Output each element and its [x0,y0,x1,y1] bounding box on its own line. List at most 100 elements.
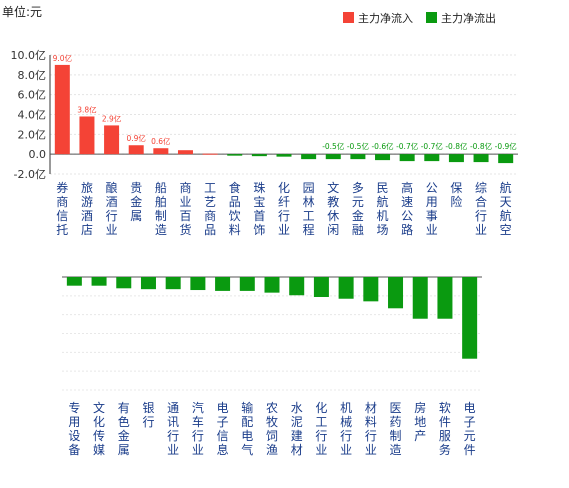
bar[interactable] [325,154,341,160]
y-tick-label: 0.0 [29,148,47,161]
data-label: -0.6亿 [371,141,394,151]
bar[interactable] [375,154,391,161]
bar[interactable] [140,277,156,290]
bar[interactable] [215,277,231,291]
y-tick-label: 10.0亿 [11,49,47,62]
bar[interactable] [276,154,292,157]
x-tick-label: 航天航空 [500,180,512,237]
bar[interactable] [363,277,379,302]
y-tick-label: 2.0亿 [18,128,47,141]
x-tick-label: 汽车行业 [192,400,204,457]
data-label: 0.6亿 [151,136,171,146]
data-label: 9.0亿 [53,53,73,63]
bar[interactable] [313,277,329,297]
x-tick-label: 农牧饲渔 [266,401,278,457]
legend-outflow-label[interactable]: 主力净流出 [441,11,496,25]
x-tick-label: 商业百货 [179,180,191,237]
bar[interactable] [177,150,193,155]
y-tick-label: 8.0亿 [18,69,47,82]
bar[interactable] [91,277,107,286]
x-tick-label: 珠宝首饰 [253,181,265,237]
bar[interactable] [264,277,280,293]
bar[interactable] [165,277,181,290]
x-tick-label: 房地产 [414,400,426,443]
legend-inflow-swatch [343,12,354,23]
x-tick-label: 通讯行业 [167,401,179,457]
bar[interactable] [128,145,144,155]
x-tick-label: 水泥建材 [291,401,303,457]
x-tick-label: 高速公路 [401,180,413,237]
bar[interactable] [473,154,489,163]
x-tick-label: 软件服务 [439,401,451,457]
bar[interactable] [66,277,82,286]
x-tick-label: 文教休闲 [327,180,339,237]
bar[interactable] [399,154,415,162]
legend[interactable]: 主力净流入 主力净流出 [343,11,496,25]
x-tick-label: 酿酒行业 [106,180,118,237]
bar[interactable] [462,277,478,359]
y-tick-label: -2.0亿 [14,168,46,181]
data-label: 3.8亿 [77,104,97,114]
x-tick-label: 材料行业 [365,401,377,457]
bar[interactable] [190,277,206,291]
data-label: 0.9亿 [126,133,146,143]
x-tick-label: 专用设备 [68,400,80,457]
x-tick-label: 化工行业 [315,401,327,457]
x-tick-label: 券商信托 [56,180,68,237]
bar[interactable] [202,153,218,155]
x-tick-label: 化纤行业 [278,181,290,237]
x-tick-label: 民航机场 [377,181,389,237]
bar[interactable] [116,277,132,289]
x-tick-label: 有色金属 [118,401,130,457]
x-tick-label: 旅游酒店 [81,181,93,237]
data-label: -0.7亿 [396,141,419,151]
data-label: -0.7亿 [421,141,444,151]
bar[interactable] [301,154,317,160]
x-tick-label: 文化传媒 [93,400,105,457]
unit-label: 单位:元 [2,4,42,19]
data-label: 2.9亿 [102,113,122,123]
x-tick-label: 多元金融 [352,181,364,237]
bar[interactable] [412,277,428,319]
bar[interactable] [350,154,366,160]
y-tick-label: 6.0亿 [18,89,47,102]
x-tick-label: 银行 [142,401,154,429]
legend-outflow-swatch [426,12,437,23]
data-label: -0.9亿 [495,141,518,151]
bar[interactable] [424,154,440,162]
x-tick-label: 综合行业 [475,181,487,237]
bar[interactable] [338,277,354,299]
data-label: -0.5亿 [347,141,370,151]
x-tick-label: 食品饮料 [229,180,241,237]
bar[interactable] [79,116,95,155]
bar[interactable] [498,154,514,164]
y-tick-label: 4.0亿 [18,109,47,122]
x-tick-label: 公用事业 [426,181,438,237]
data-label: -0.8亿 [445,141,468,151]
legend-inflow-label[interactable]: 主力净流入 [358,11,413,25]
bar[interactable] [448,154,464,163]
bar[interactable] [388,277,404,309]
bar[interactable] [437,277,453,319]
data-label: -0.5亿 [322,141,345,151]
bar[interactable] [104,125,120,155]
x-tick-label: 电子信息 [217,401,229,457]
bar[interactable] [227,154,243,156]
bar[interactable] [289,277,305,296]
bar[interactable] [153,148,169,155]
x-tick-label: 贵金属 [130,181,142,223]
x-tick-label: 电子元件 [464,401,476,457]
x-tick-label: 园林工程 [303,181,315,237]
bar[interactable] [239,277,255,291]
x-tick-label: 船舶制造 [155,181,167,237]
bar[interactable] [54,64,70,155]
x-tick-label: 机械行业 [340,401,352,457]
bar[interactable] [251,154,267,157]
x-tick-label: 输配电气 [241,400,253,457]
data-label: -0.8亿 [470,141,493,151]
x-tick-label: 保险 [450,181,462,209]
